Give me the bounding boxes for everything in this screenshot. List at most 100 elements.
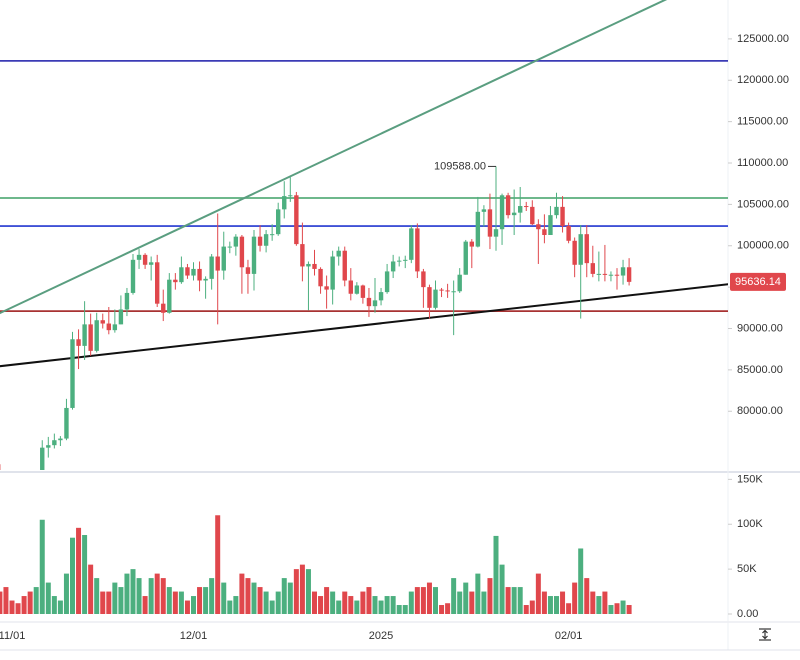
volume-bar <box>305 569 311 614</box>
candle-body <box>518 206 523 213</box>
candle-body <box>318 268 323 287</box>
candle-body <box>342 250 347 281</box>
volume-tick-label: 50K <box>737 563 757 575</box>
volume-tick-label: 150K <box>737 473 763 485</box>
volume-bar <box>354 600 360 614</box>
candle-body <box>608 274 614 276</box>
candle-body <box>70 339 75 408</box>
candle-body <box>40 447 45 470</box>
candle-body <box>161 303 166 313</box>
volume-bar <box>614 603 620 614</box>
volume-bar <box>257 587 263 614</box>
volume-bar <box>330 591 336 614</box>
candle-body <box>409 228 414 260</box>
last-price-box <box>730 272 786 291</box>
candle-body <box>469 241 474 247</box>
volume-bar <box>590 591 596 614</box>
candle-body <box>451 291 456 293</box>
candle-body <box>88 324 93 351</box>
volume-pane <box>0 515 632 614</box>
candle-body <box>475 211 481 247</box>
candle-body <box>312 263 317 269</box>
candle-body <box>136 254 142 260</box>
candle-body <box>590 263 595 274</box>
volume-bar <box>281 578 287 614</box>
candle-body <box>524 206 529 208</box>
last-price-label: 95636.14 <box>735 276 781 288</box>
y-tick-label: 120000.00 <box>737 74 789 86</box>
volume-bar <box>63 573 69 614</box>
volume-bar <box>118 587 124 614</box>
candle-body <box>403 259 408 261</box>
candle-body <box>397 260 402 262</box>
volume-bar <box>239 573 245 614</box>
candle-body <box>239 236 245 268</box>
scale-icon[interactable] <box>759 628 771 641</box>
candle-body <box>300 244 305 267</box>
candle-body <box>46 445 51 448</box>
volume-bar <box>184 600 190 614</box>
volume-bar <box>426 582 432 614</box>
volume-tick-label: 0.00 <box>737 608 758 620</box>
candle-body <box>82 324 87 346</box>
candle-body <box>487 209 493 237</box>
x-tick-label: 02/01 <box>555 630 583 642</box>
candle-body <box>626 267 632 282</box>
candle-body <box>58 438 63 441</box>
candle-body <box>148 262 154 265</box>
candle-body <box>372 300 378 307</box>
volume-bar <box>499 564 505 614</box>
candle-body <box>112 324 118 331</box>
candle-body <box>493 229 499 237</box>
candle-body <box>173 279 178 283</box>
candle-body <box>203 278 208 281</box>
candle-body <box>276 209 281 235</box>
candle-body <box>52 440 57 446</box>
volume-bar <box>76 527 82 614</box>
volume-bar <box>148 578 154 614</box>
candle-body <box>554 206 559 216</box>
candle-body <box>530 206 535 225</box>
volume-bar <box>142 596 148 614</box>
candle-body <box>294 195 299 245</box>
volume-bar <box>414 587 420 614</box>
candle-body <box>584 234 589 264</box>
candle-body <box>463 241 468 275</box>
volume-bar <box>233 596 239 614</box>
candle-body <box>191 268 196 276</box>
x-tick-label: 2025 <box>369 630 393 642</box>
volume-bar <box>620 600 626 614</box>
candle-body <box>536 224 541 230</box>
volume-bar <box>130 569 136 614</box>
volume-bar <box>251 582 257 614</box>
volume-bar <box>535 573 541 614</box>
candle-body <box>269 234 275 236</box>
volume-bar <box>348 596 354 614</box>
candle-body <box>142 254 148 265</box>
candle-body <box>64 407 69 439</box>
volume-bar <box>221 582 227 614</box>
volume-bar <box>51 596 57 614</box>
volume-bar <box>227 600 233 614</box>
volume-bar <box>82 535 88 614</box>
volume-bar <box>245 578 251 614</box>
candle-body <box>197 268 202 281</box>
volume-bar <box>475 573 481 614</box>
candle-body <box>257 236 263 246</box>
volume-bar <box>136 578 142 614</box>
candle-body <box>596 273 602 275</box>
price-pane: 109588.00 <box>0 0 728 470</box>
volume-bar <box>596 596 602 614</box>
volume-bar <box>608 605 614 614</box>
candle-body <box>221 246 226 271</box>
volume-bar <box>203 587 209 614</box>
candle-body <box>614 274 620 276</box>
trend-line <box>0 283 728 368</box>
volume-bar <box>166 587 172 614</box>
candle-body <box>185 267 190 276</box>
volume-bar <box>360 591 366 614</box>
y-tick-label: 115000.00 <box>737 116 788 128</box>
candle-body <box>366 297 372 307</box>
